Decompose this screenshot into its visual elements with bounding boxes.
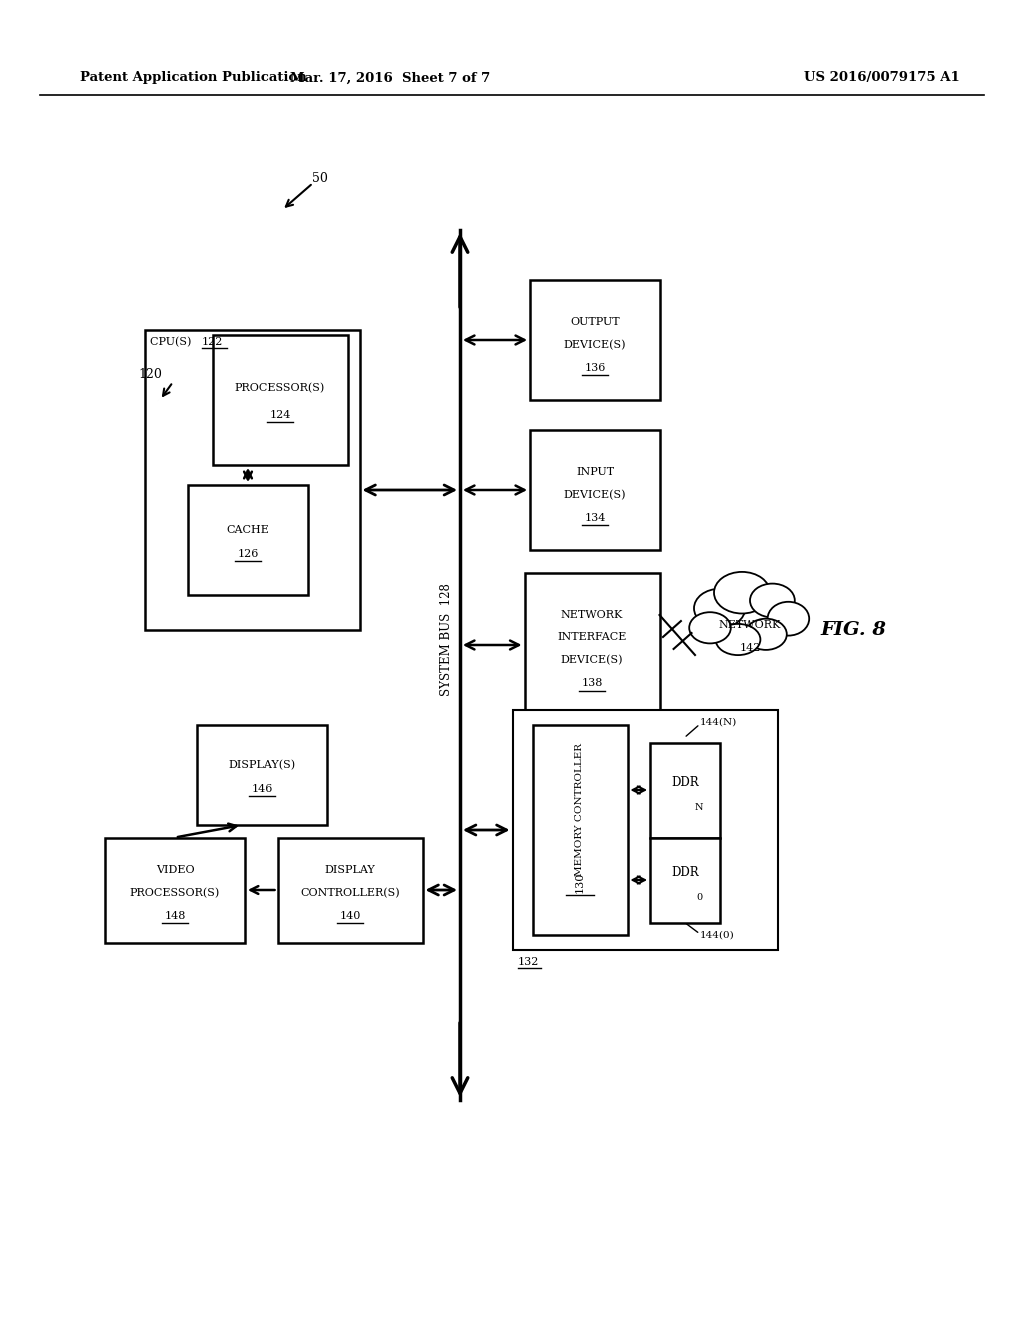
Text: 126: 126 (238, 549, 259, 558)
Text: 0: 0 (696, 894, 702, 903)
Bar (524, 573, 659, 718)
Ellipse shape (716, 624, 761, 655)
Text: PROCESSOR(S): PROCESSOR(S) (130, 888, 220, 898)
Bar (213, 335, 347, 465)
Text: SYSTEM BUS  128: SYSTEM BUS 128 (439, 583, 453, 697)
Bar (188, 484, 308, 595)
Text: MEMORY CONTROLLER: MEMORY CONTROLLER (575, 743, 585, 876)
Ellipse shape (750, 583, 795, 618)
Text: 144(N): 144(N) (700, 718, 737, 726)
Text: DDR: DDR (671, 866, 698, 879)
Text: DISPLAY: DISPLAY (325, 865, 376, 875)
Text: 136: 136 (585, 363, 605, 374)
Ellipse shape (694, 589, 745, 628)
Text: N: N (694, 804, 703, 813)
Bar (650, 742, 720, 837)
Text: PROCESSOR(S): PROCESSOR(S) (234, 383, 326, 393)
Text: 148: 148 (164, 911, 185, 921)
Text: NETWORK: NETWORK (719, 620, 781, 630)
Bar (530, 280, 660, 400)
Text: 124: 124 (269, 411, 291, 420)
Text: DEVICE(S): DEVICE(S) (564, 339, 627, 350)
Text: CACHE: CACHE (226, 525, 269, 535)
Text: OUTPUT: OUTPUT (570, 317, 620, 327)
Bar (105, 837, 245, 942)
Text: NETWORK: NETWORK (561, 610, 624, 620)
Text: FIG. 8: FIG. 8 (820, 620, 886, 639)
Bar (197, 725, 327, 825)
Text: US 2016/0079175 A1: US 2016/0079175 A1 (804, 71, 961, 84)
Text: DEVICE(S): DEVICE(S) (564, 490, 627, 500)
Text: 120: 120 (138, 368, 162, 381)
Text: DDR: DDR (671, 776, 698, 788)
Bar (512, 710, 777, 950)
Text: 50: 50 (312, 172, 328, 185)
Text: 146: 146 (251, 784, 272, 795)
Ellipse shape (768, 602, 809, 636)
Ellipse shape (745, 619, 786, 649)
Text: Mar. 17, 2016  Sheet 7 of 7: Mar. 17, 2016 Sheet 7 of 7 (290, 71, 490, 84)
Text: 132: 132 (517, 957, 539, 968)
Text: Patent Application Publication: Patent Application Publication (80, 71, 307, 84)
Bar (144, 330, 359, 630)
Bar (278, 837, 423, 942)
Text: INTERFACE: INTERFACE (557, 632, 627, 642)
Text: 134: 134 (585, 513, 605, 523)
Ellipse shape (714, 572, 770, 614)
Text: VIDEO: VIDEO (156, 865, 195, 875)
Text: 122: 122 (202, 337, 223, 347)
Text: 138: 138 (582, 678, 603, 688)
Text: INPUT: INPUT (575, 467, 614, 477)
Text: 142: 142 (739, 643, 761, 653)
Bar (530, 430, 660, 550)
Text: 144(0): 144(0) (700, 931, 735, 940)
Bar (650, 837, 720, 923)
Ellipse shape (689, 612, 731, 643)
Text: DEVICE(S): DEVICE(S) (561, 655, 624, 665)
Bar (532, 725, 628, 935)
Text: 130: 130 (575, 871, 585, 892)
Text: CPU(S): CPU(S) (150, 337, 198, 347)
Text: DISPLAY(S): DISPLAY(S) (228, 760, 296, 770)
Text: CONTROLLER(S): CONTROLLER(S) (300, 888, 399, 898)
Text: 140: 140 (339, 911, 360, 921)
